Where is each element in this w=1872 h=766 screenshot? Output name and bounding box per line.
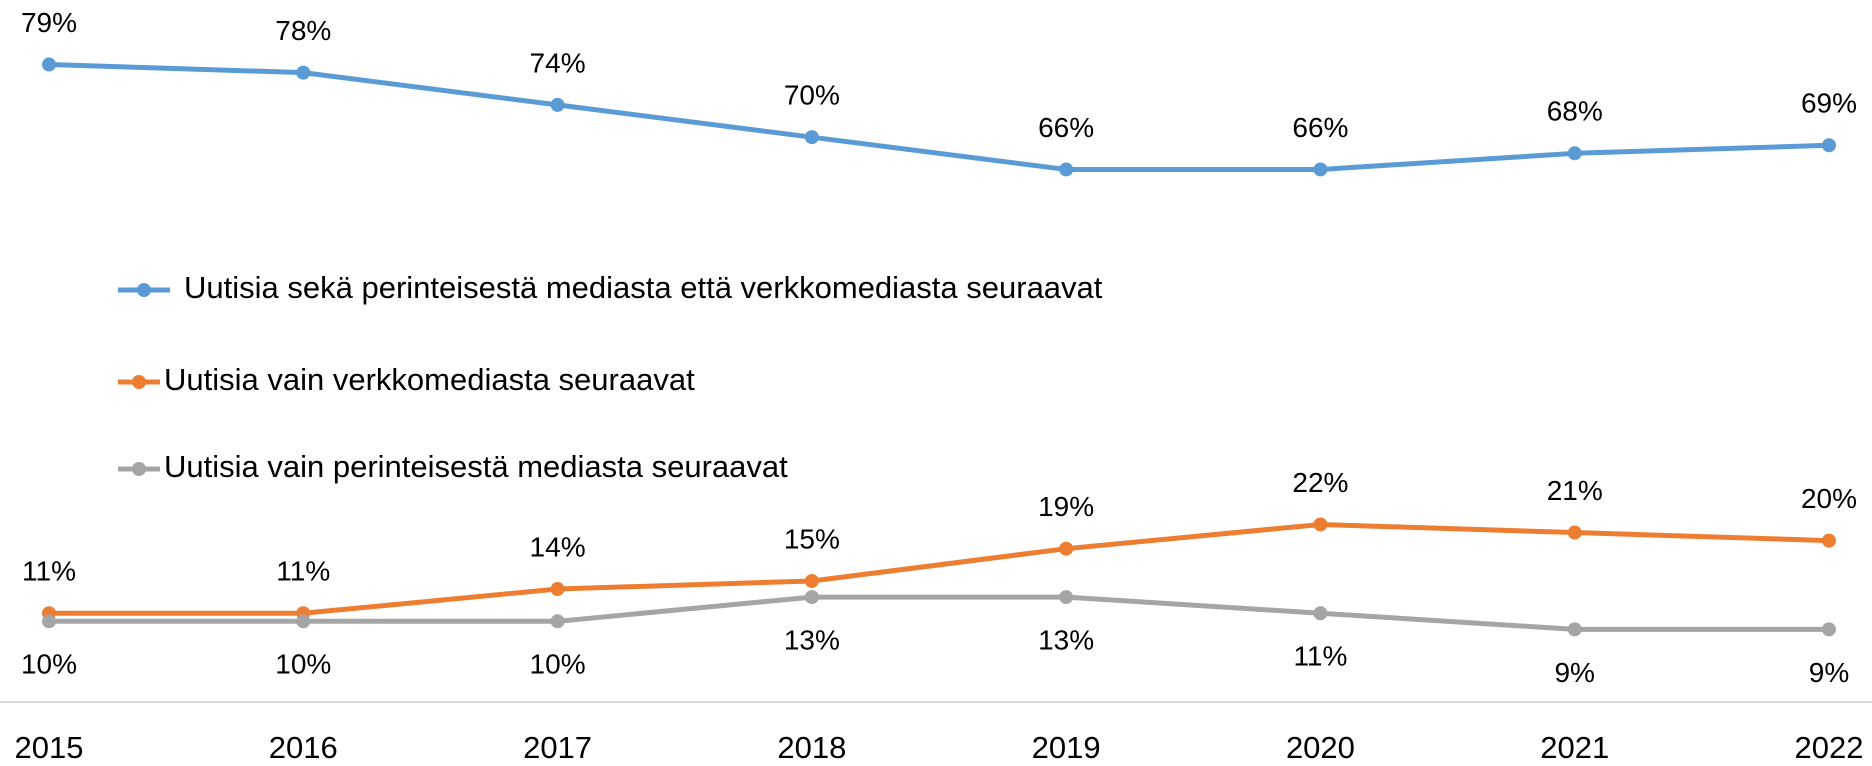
point [1567,525,1582,540]
point [550,97,565,112]
legend-label: Uutisia sekä perinteisestä mediasta että… [184,270,1103,305]
data-label: 9% [1809,657,1849,688]
point [1313,162,1328,177]
data-label: 21% [1547,475,1603,506]
legend-marker [132,375,146,389]
data-label: 11% [1293,641,1347,672]
point [804,573,819,588]
point [1822,138,1836,153]
data-label: 74% [530,47,586,78]
x-tick-label: 2015 [15,730,84,765]
data-label: 79% [21,7,77,38]
point [1567,146,1582,161]
point [42,614,56,629]
point [1059,162,1074,177]
data-label: 66% [1038,112,1094,143]
data-label: 13% [784,624,840,655]
data-label: 11% [276,556,330,587]
data-label: 78% [275,15,331,46]
x-tick-label: 2017 [523,730,592,765]
x-tick-label: 2018 [777,730,846,765]
legend-marker [132,462,146,476]
data-label: 11% [22,556,76,587]
point [1313,606,1328,621]
data-label: 69% [1801,88,1857,119]
series-line [49,594,1829,632]
legend-marker [137,283,151,297]
data-label: 10% [21,649,77,680]
point [1059,590,1074,605]
series-line [48,62,1830,172]
x-tick-label: 2022 [1795,730,1864,765]
data-label: 68% [1547,96,1603,127]
point [42,57,56,72]
point [1059,541,1074,556]
data-label: 19% [1038,491,1094,522]
point [296,614,311,629]
x-tick-label: 2016 [269,730,338,765]
point [1313,517,1328,532]
data-label: 10% [275,649,331,680]
point [550,582,565,597]
x-tick-label: 2021 [1540,730,1609,765]
series-line [49,521,1830,616]
point [1567,622,1582,637]
legend-label: Uutisia vain verkkomediasta seuraavat [164,362,695,397]
point [1822,622,1836,637]
data-label: 66% [1292,112,1348,143]
data-label: 20% [1801,483,1857,514]
data-label: 14% [530,531,586,562]
data-label: 15% [784,523,840,554]
x-tick-label: 2019 [1032,730,1101,765]
point [804,590,819,605]
data-label: 9% [1554,657,1594,688]
point [550,614,565,629]
point [804,130,819,145]
data-label: 22% [1292,467,1348,498]
legend-label: Uutisia vain perinteisestä mediasta seur… [164,449,788,484]
point [1822,533,1836,548]
data-label: 13% [1038,624,1094,655]
x-tick-label: 2020 [1286,730,1355,765]
data-label: 10% [530,649,586,680]
data-label: 70% [784,80,840,111]
point [296,65,311,80]
